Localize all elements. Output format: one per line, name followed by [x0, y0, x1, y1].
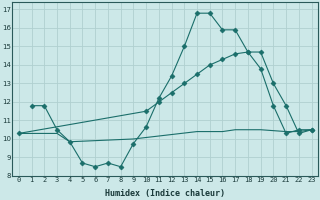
X-axis label: Humidex (Indice chaleur): Humidex (Indice chaleur)	[105, 189, 225, 198]
